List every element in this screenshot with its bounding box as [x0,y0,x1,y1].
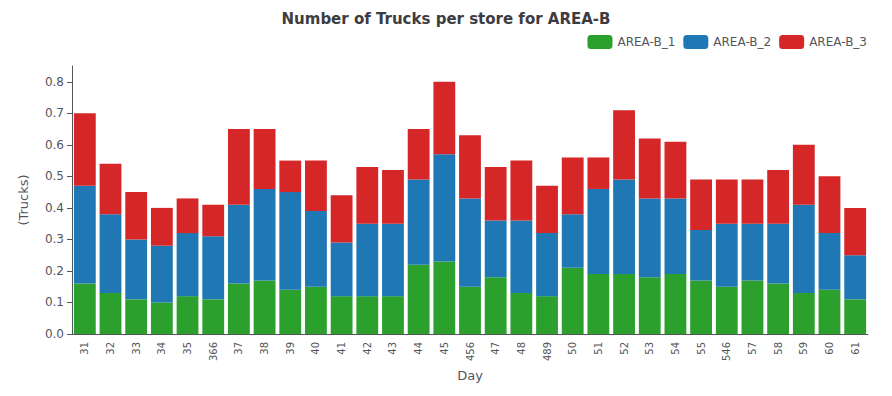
svg-text:0.7: 0.7 [45,106,64,120]
svg-text:54: 54 [670,342,681,355]
svg-text:51: 51 [593,342,604,355]
svg-text:55: 55 [696,342,707,355]
svg-text:53: 53 [644,342,655,355]
svg-text:34: 34 [156,342,167,355]
svg-text:35: 35 [182,342,193,355]
svg-text:60: 60 [824,342,835,355]
svg-text:58: 58 [773,342,784,355]
svg-text:31: 31 [79,342,90,355]
svg-text:Day: Day [457,368,483,383]
svg-text:41: 41 [336,342,347,355]
svg-text:456: 456 [465,342,476,361]
svg-text:48: 48 [516,342,527,355]
svg-text:43: 43 [387,342,398,355]
svg-text:33: 33 [131,342,142,355]
svg-text:0.3: 0.3 [45,232,64,246]
svg-text:57: 57 [747,342,758,355]
svg-text:39: 39 [285,342,296,355]
svg-text:32: 32 [105,342,116,355]
svg-text:(Trucks): (Trucks) [16,174,31,225]
svg-text:59: 59 [798,342,809,355]
svg-text:45: 45 [439,342,450,355]
svg-text:37: 37 [233,342,244,355]
svg-text:0.6: 0.6 [45,138,64,152]
svg-text:40: 40 [310,342,321,355]
svg-text:44: 44 [413,342,424,355]
svg-text:42: 42 [362,342,373,355]
svg-text:AREA-B_1: AREA-B_1 [617,35,675,49]
svg-text:61: 61 [850,342,861,355]
svg-text:52: 52 [619,342,630,355]
svg-text:489: 489 [542,342,553,361]
svg-text:47: 47 [490,342,501,355]
svg-text:0.2: 0.2 [45,264,64,278]
svg-text:0.1: 0.1 [45,295,64,309]
svg-text:0.8: 0.8 [45,75,64,89]
svg-text:38: 38 [259,342,270,355]
svg-text:0.0: 0.0 [45,327,64,341]
svg-text:0.4: 0.4 [45,201,64,215]
svg-text:AREA-B_3: AREA-B_3 [809,35,867,49]
svg-text:Number of Trucks per store for: Number of Trucks per store for AREA-B [282,10,611,28]
svg-text:546: 546 [721,342,732,361]
svg-text:AREA-B_2: AREA-B_2 [713,35,771,49]
svg-text:0.5: 0.5 [45,169,64,183]
svg-text:50: 50 [567,342,578,355]
svg-text:366: 366 [208,342,219,361]
